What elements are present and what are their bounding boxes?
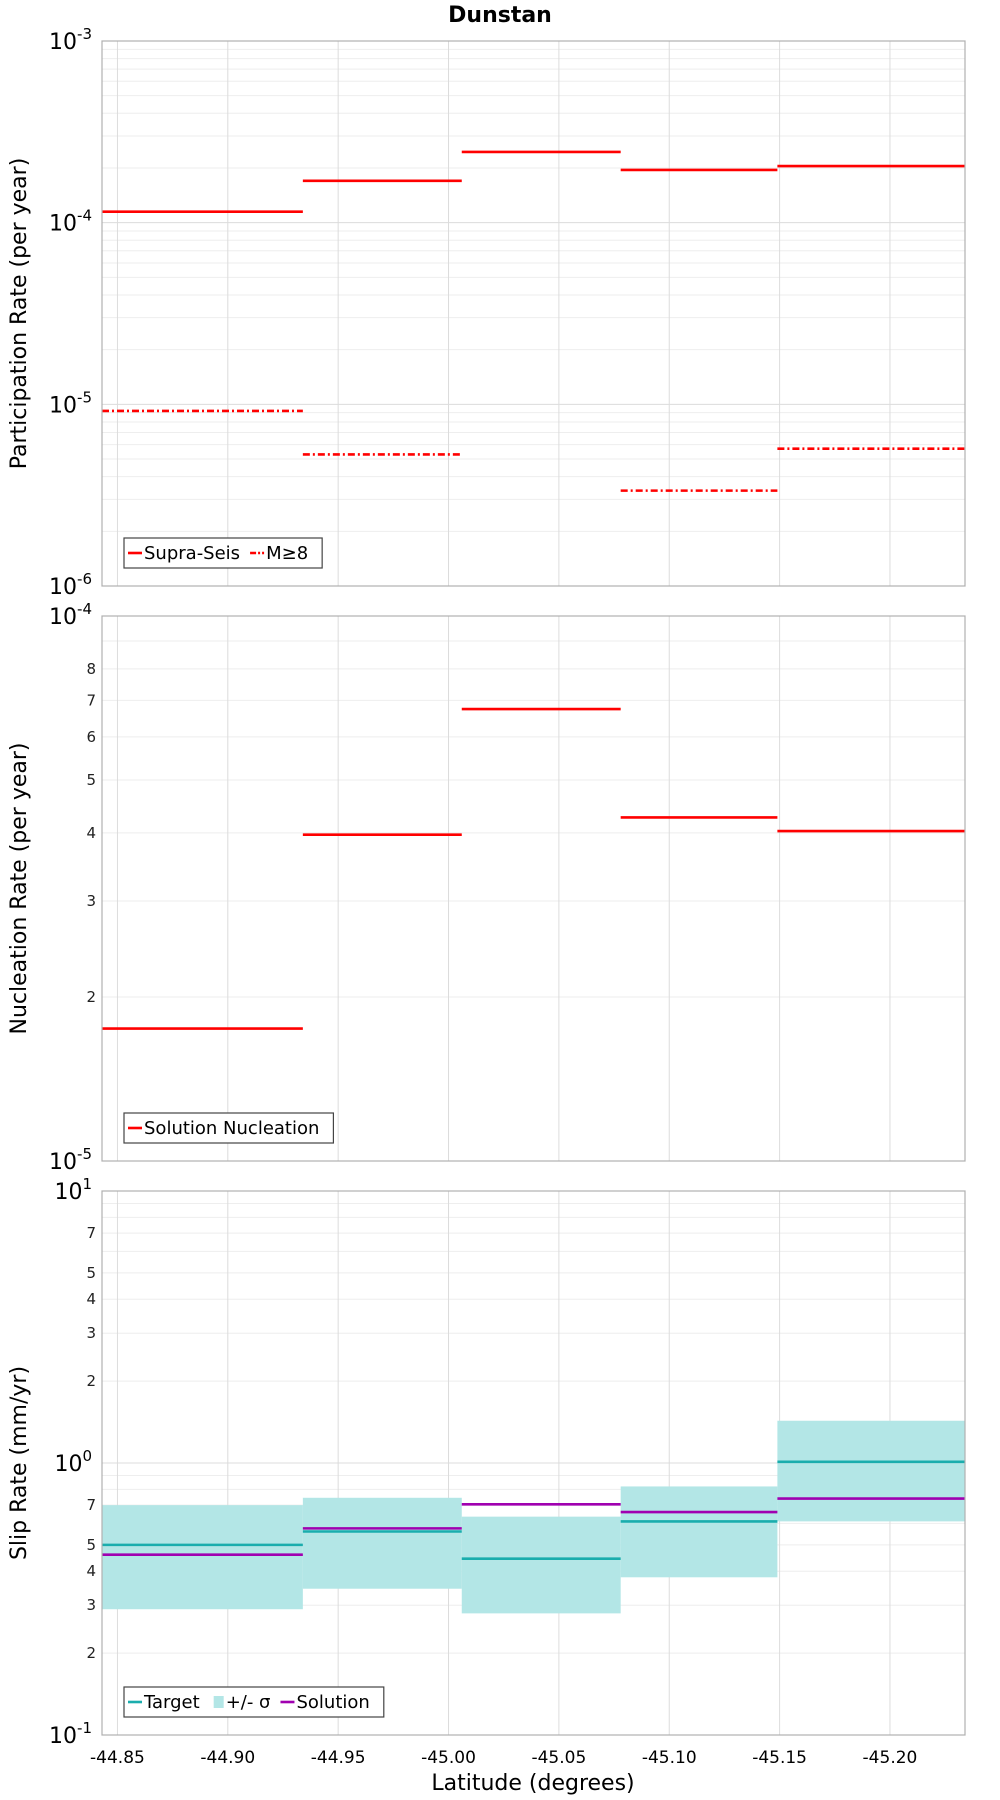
legend-box xyxy=(123,1686,385,1718)
y-minor-tick-label: 2 xyxy=(86,1372,96,1390)
x-tick-label: -45.00 xyxy=(421,1748,476,1768)
panels-layer: 10-6 10-5 10-4 10-3 Participation Rate (per … xyxy=(7,25,966,1768)
y-minor-tick-label: 3 xyxy=(86,892,96,910)
y-minor-tick-label: 2 xyxy=(86,988,96,1006)
legend-label: Target xyxy=(143,1692,200,1713)
legend: Target +/- σ Solution xyxy=(123,1686,385,1718)
legend-label: M≥8 xyxy=(266,543,308,564)
x-tick-label: -44.95 xyxy=(311,1748,366,1768)
y-axis-title: Participation Rate (per year) xyxy=(7,158,32,470)
x-tick-label: -44.90 xyxy=(200,1748,255,1768)
y-minor-tick-label: 5 xyxy=(86,771,96,789)
y-minor-tick-label: 7 xyxy=(86,1496,96,1514)
y-minor-tick-label: 4 xyxy=(86,1562,96,1580)
y-minor-tick-label: 3 xyxy=(86,1324,96,1342)
legend-label: Supra-Seis xyxy=(144,543,240,564)
y-tick-label: 10-4 xyxy=(49,207,92,237)
plot-frame xyxy=(101,40,966,587)
legend: Supra-Seis M≥8 xyxy=(123,537,323,569)
legend-box xyxy=(123,537,323,569)
y-minor-tick-label: 3 xyxy=(86,1596,96,1614)
x-tick-label: -45.15 xyxy=(752,1748,807,1768)
sigma-band-bin xyxy=(461,1516,621,1614)
sigma-band-bin xyxy=(302,1497,462,1589)
legend-label: Solution Nucleation xyxy=(144,1118,319,1139)
y-tick-label: 101 xyxy=(54,1175,92,1205)
y-minor-tick-label: 4 xyxy=(86,824,96,842)
chart-title: Dunstan xyxy=(448,3,552,28)
y-tick-label: 10-1 xyxy=(49,1719,92,1749)
y-minor-tick-label: 2 xyxy=(86,1644,96,1662)
panel-2: 10-5 10-4 2 3 4 5 6 7 8 Nucleation Rate (per year… xyxy=(7,600,966,1175)
y-tick-label: 10-5 xyxy=(49,388,92,418)
x-tick-label: -45.05 xyxy=(531,1748,586,1768)
y-minor-tick-label: 8 xyxy=(86,660,96,678)
legend-box xyxy=(123,1112,335,1144)
legend-swatch xyxy=(213,1696,224,1708)
y-tick-label: 10-5 xyxy=(49,1145,92,1175)
y-tick-label: 10-6 xyxy=(49,570,92,600)
y-minor-tick-label: 6 xyxy=(86,728,96,746)
y-tick-label: 100 xyxy=(54,1447,92,1477)
sigma-band-bin xyxy=(102,1505,303,1610)
x-tick-label: -44.85 xyxy=(90,1748,145,1768)
panel-1: 10-6 10-5 10-4 10-3 Participation Rate (per … xyxy=(7,25,966,600)
legend-label: +/- σ xyxy=(226,1692,271,1713)
sigma-band-bin xyxy=(620,1486,778,1578)
x-axis-title: Latitude (degrees) xyxy=(431,1771,634,1796)
panel-3: 10-1 100 101 2 3 4 5 7 2 3 4 5 7 Slip Rate (mm/yr) Tar… xyxy=(7,1175,966,1768)
y-minor-tick-label: 7 xyxy=(86,1224,96,1242)
y-axis-title: Nucleation Rate (per year) xyxy=(7,743,32,1035)
y-axis-title: Slip Rate (mm/yr) xyxy=(7,1366,32,1560)
legend: Solution Nucleation xyxy=(123,1112,335,1144)
x-tick-label: -45.20 xyxy=(863,1748,918,1768)
y-minor-tick-label: 5 xyxy=(86,1264,96,1282)
y-minor-tick-label: 5 xyxy=(86,1536,96,1554)
y-minor-tick-label: 7 xyxy=(86,691,96,709)
x-tick-label: -45.10 xyxy=(642,1748,697,1768)
plot-frame xyxy=(101,1190,966,1736)
y-tick-label: 10-3 xyxy=(49,25,92,55)
y-minor-tick-label: 4 xyxy=(86,1290,96,1308)
legend-label: Solution xyxy=(296,1692,369,1713)
y-tick-label: 10-4 xyxy=(49,600,92,630)
plot-frame xyxy=(101,615,966,1162)
sigma-band-bin xyxy=(777,1420,965,1522)
